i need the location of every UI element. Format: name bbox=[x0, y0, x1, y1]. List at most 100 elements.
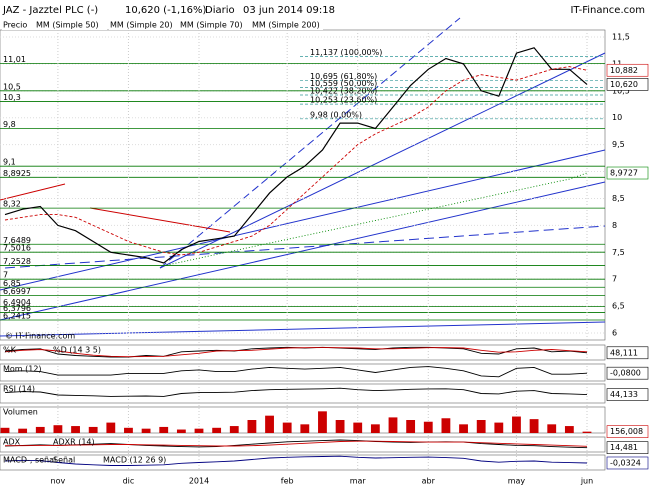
level-label: 6,6997 bbox=[3, 287, 31, 296]
bar bbox=[71, 426, 80, 433]
legend-box bbox=[109, 19, 181, 30]
bar bbox=[388, 417, 398, 433]
bar bbox=[512, 416, 521, 433]
bar bbox=[35, 426, 45, 433]
bar bbox=[406, 420, 416, 433]
panel-legend: MACD (12 26 9) bbox=[103, 456, 166, 465]
panel bbox=[0, 29, 606, 341]
value-label: 156,008 bbox=[610, 427, 643, 436]
y-tick-label: 7,5 bbox=[612, 248, 625, 257]
x-tick-label: dic bbox=[123, 477, 135, 486]
watermark: © IT-Finance.com bbox=[5, 332, 75, 341]
level-label: 8,32 bbox=[3, 200, 21, 209]
bar bbox=[547, 424, 557, 433]
fib-label: 10,695 (61,80%) bbox=[310, 72, 377, 81]
bar bbox=[18, 428, 28, 433]
panel-legend: Mom (12) bbox=[3, 365, 42, 374]
bar bbox=[300, 424, 310, 433]
panel-legend: ADX bbox=[3, 438, 21, 447]
value-box bbox=[606, 78, 649, 91]
trend-line bbox=[0, 321, 606, 337]
legend-entry: Precio bbox=[3, 21, 27, 30]
bar bbox=[212, 427, 222, 433]
value-box bbox=[606, 166, 649, 180]
x-tick-label: nov bbox=[51, 477, 66, 486]
y-tick-label: 6 bbox=[612, 329, 617, 338]
trend-line bbox=[159, 17, 461, 269]
price: 10,620 (-1,16%) bbox=[125, 5, 206, 16]
series-line bbox=[5, 440, 588, 447]
bar bbox=[53, 425, 63, 433]
level-label: 6,4904 bbox=[3, 298, 31, 307]
series-line bbox=[4, 366, 588, 378]
y-tick-label: 8 bbox=[612, 221, 617, 230]
value-label: 8,9727 bbox=[610, 169, 638, 178]
series-line bbox=[163, 172, 588, 267]
value-box bbox=[606, 425, 649, 438]
bar bbox=[423, 421, 433, 433]
bar bbox=[88, 426, 98, 433]
y-tick-label: 10,5 bbox=[612, 86, 630, 95]
bar bbox=[282, 422, 292, 433]
panel-legend: ADXR (14) bbox=[53, 438, 95, 447]
bar bbox=[335, 420, 345, 433]
level-label: 10,5 bbox=[3, 82, 21, 91]
legend-entry: MM (Simple 200) bbox=[252, 21, 320, 30]
y-tick-label: 9,5 bbox=[612, 140, 625, 149]
trend-line bbox=[0, 181, 606, 321]
fib-label: 9,98 (0,00%) bbox=[310, 110, 362, 119]
bar bbox=[106, 422, 116, 433]
fib-label: 10,422 (38,20%) bbox=[310, 87, 377, 96]
value-box bbox=[606, 63, 649, 77]
bar bbox=[229, 426, 239, 433]
legend-box bbox=[35, 19, 107, 30]
x-tick-label: 2014 bbox=[189, 477, 209, 486]
series-line bbox=[4, 455, 588, 466]
level-label: 9,8 bbox=[3, 120, 16, 129]
panel-legend: Señal bbox=[53, 456, 75, 465]
bar bbox=[141, 428, 151, 433]
level-label: 10,3 bbox=[3, 93, 21, 102]
bar bbox=[441, 418, 451, 433]
level-label: 7 bbox=[3, 271, 8, 280]
trend-line bbox=[159, 52, 606, 269]
series-line bbox=[4, 439, 588, 449]
value-label: 10,620 bbox=[610, 80, 638, 89]
x-tick-label: may bbox=[508, 477, 526, 486]
fib-label: 10,253 (23,60%) bbox=[310, 96, 377, 105]
series-line bbox=[4, 347, 588, 358]
series-line bbox=[4, 387, 588, 397]
site: IT-Finance.com bbox=[570, 5, 645, 16]
value-label: 14,481 bbox=[610, 443, 638, 452]
panel-legend: %K bbox=[3, 346, 17, 355]
value-box bbox=[606, 441, 649, 454]
legend-entry: MM (Simple 50) bbox=[36, 21, 99, 30]
date: 03 jun 2014 09:18 bbox=[243, 5, 335, 16]
y-tick-label: 7 bbox=[612, 275, 617, 284]
bar bbox=[159, 426, 169, 433]
panel bbox=[0, 383, 606, 404]
value-label: -0,0324 bbox=[610, 458, 641, 467]
panel bbox=[0, 454, 606, 471]
legend-entry: MM (Simple 20) bbox=[110, 21, 173, 30]
fib-label: 10,559 (50,00%) bbox=[310, 79, 377, 88]
bar bbox=[564, 426, 574, 433]
x-tick-label: abr bbox=[422, 477, 436, 486]
bar bbox=[370, 424, 380, 433]
bar bbox=[265, 415, 274, 433]
trend-line bbox=[4, 225, 606, 269]
level-label: 8,8925 bbox=[3, 169, 31, 178]
bar bbox=[529, 419, 539, 433]
level-label: 6,2415 bbox=[3, 312, 31, 321]
level-label: 11,01 bbox=[3, 55, 26, 64]
bar bbox=[494, 422, 504, 433]
series-line bbox=[4, 66, 588, 256]
panel-legend: Volumen bbox=[3, 408, 38, 417]
x-tick-label: jun bbox=[580, 477, 593, 486]
legend-box bbox=[179, 19, 251, 30]
y-tick-label: 8,5 bbox=[612, 194, 625, 203]
x-tick-label: mar bbox=[350, 477, 367, 486]
trend-lines bbox=[0, 17, 606, 337]
bar bbox=[176, 429, 186, 433]
